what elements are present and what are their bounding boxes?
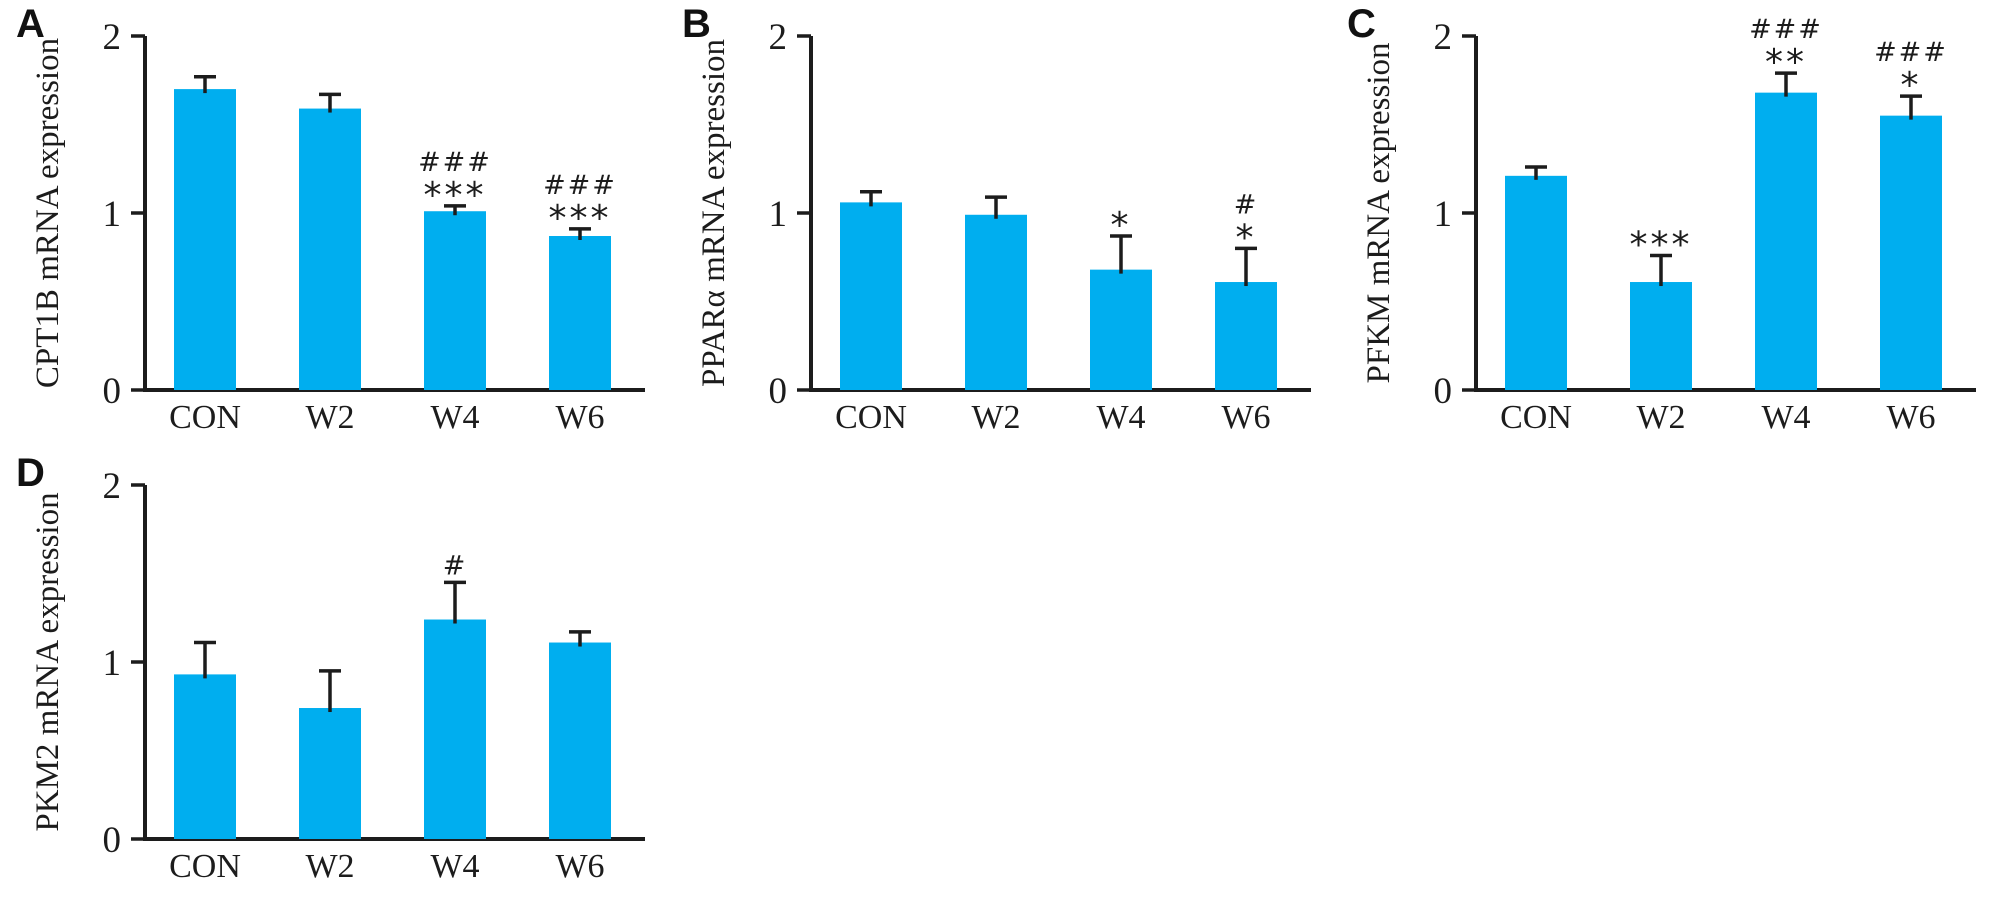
y-tick-label: 1 (769, 194, 788, 235)
bar (1505, 175, 1567, 390)
category-label: W6 (555, 848, 604, 885)
y-tick-label: 1 (103, 643, 122, 684)
y-axis-label: CPT1B mRNA expression (30, 38, 66, 388)
y-axis-label: PFKM mRNA expression (1361, 42, 1397, 383)
category-label: W6 (555, 399, 604, 436)
y-tick-label: 1 (1434, 194, 1453, 235)
panel-letter-d: D (16, 451, 45, 495)
bar (174, 89, 236, 390)
bar (174, 674, 236, 839)
category-label: W6 (1886, 399, 1935, 436)
bar (1755, 92, 1817, 390)
y-tick-label: 2 (1434, 17, 1453, 58)
y-tick-label: 0 (769, 371, 788, 412)
category-label: W4 (430, 399, 479, 436)
category-label: CON (169, 399, 241, 436)
category-label: W4 (1761, 399, 1810, 436)
panel-b: B 0 1 2 PPARα mRNA expression CON W2 * W4 * # W6 (666, 0, 1332, 450)
category-label: CON (835, 399, 907, 436)
bar-chart-pkm2: 0 1 2 PKM2 mRNA expression CON W2 # W4 W6 (30, 466, 645, 885)
significance-marker: ** (1765, 42, 1807, 83)
y-tick-label: 2 (769, 17, 788, 58)
significance-marker: ### (418, 147, 492, 178)
y-tick-label: 0 (103, 820, 122, 861)
panel-letter-c: C (1347, 2, 1376, 46)
y-tick-label: 1 (103, 194, 122, 235)
y-tick-label: 0 (103, 371, 122, 412)
significance-marker: # (1234, 189, 1259, 220)
panel-letter-a: A (16, 2, 45, 46)
category-label: W6 (1221, 399, 1270, 436)
bar (1090, 269, 1152, 390)
significance-marker: * (1111, 205, 1132, 246)
category-label: W2 (305, 848, 354, 885)
bar (299, 708, 361, 839)
bar (965, 214, 1027, 390)
y-tick-label: 2 (103, 466, 122, 507)
category-label: W4 (430, 848, 479, 885)
panel-a: A 0 1 2 CPT1B mRNA expression CON W2 *** ### W4 *… (0, 0, 666, 450)
panel-d: D 0 1 2 PKM2 mRNA expression CON W2 # W4 W6 (0, 449, 666, 899)
bar (424, 619, 486, 839)
bar (549, 236, 611, 390)
category-label: CON (169, 848, 241, 885)
bar (549, 642, 611, 839)
significance-marker: # (443, 550, 468, 581)
significance-marker: *** (549, 198, 612, 239)
significance-marker: *** (424, 175, 487, 216)
y-tick-label: 2 (103, 17, 122, 58)
category-label: CON (1500, 399, 1572, 436)
bar (840, 202, 902, 390)
significance-marker: ### (1749, 14, 1823, 45)
significance-marker: *** (1630, 224, 1693, 265)
y-axis-label: PKM2 mRNA expression (30, 492, 66, 831)
y-tick-label: 0 (1434, 371, 1453, 412)
bar (1630, 282, 1692, 390)
category-label: W2 (971, 399, 1020, 436)
bar (299, 108, 361, 390)
bar (1880, 115, 1942, 391)
bar (424, 211, 486, 390)
significance-marker: ### (1874, 37, 1948, 68)
category-label: W2 (305, 399, 354, 436)
panel-c: C 0 1 2 PFKM mRNA expression CON *** W2 ** ### W4… (1331, 0, 1997, 450)
category-label: W2 (1636, 399, 1685, 436)
significance-marker: ### (543, 170, 617, 201)
panel-letter-b: B (682, 2, 711, 46)
category-label: W4 (1096, 399, 1145, 436)
y-axis-label: PPARα mRNA expression (696, 39, 732, 387)
bar (1215, 282, 1277, 390)
significance-marker: * (1901, 65, 1922, 106)
significance-marker: * (1236, 217, 1257, 258)
